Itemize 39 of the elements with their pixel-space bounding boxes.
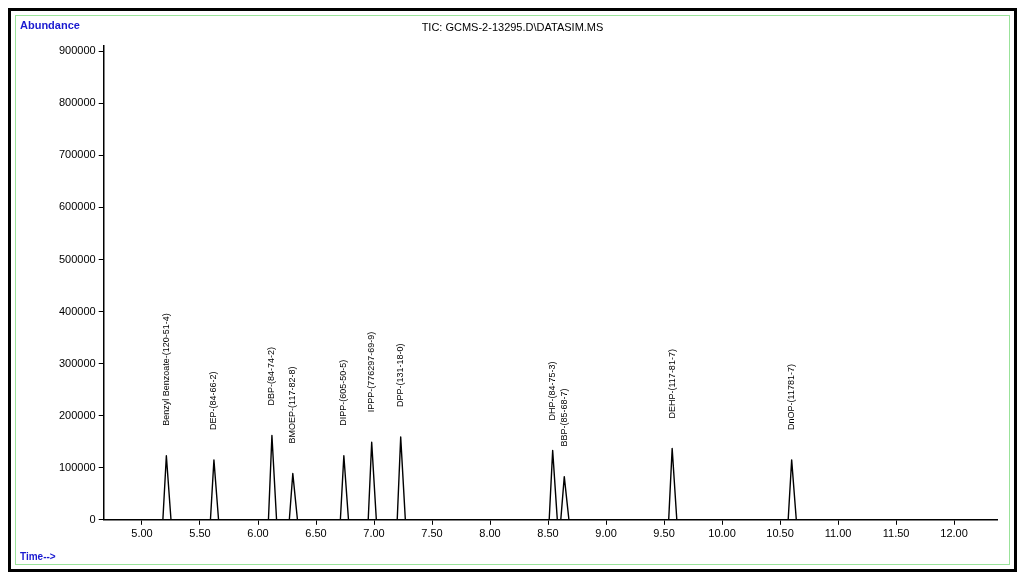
- annotation: IPPP-(776297-69-9): [366, 331, 377, 413]
- x-tick-label: 12.00: [940, 527, 968, 540]
- annotation: DPP-(131-18-0): [395, 343, 406, 408]
- annotation: DnOP-(11781-7): [786, 364, 797, 430]
- annotation: Benzyl Benzoate-(120-51-4): [160, 313, 171, 426]
- x-tick-label: 9.50: [653, 527, 675, 540]
- x-tick-label: 7.00: [363, 527, 385, 540]
- chart-title: TIC: GCMS-2-13295.D\DATASIM.MS: [421, 20, 604, 33]
- y-tick-label: 700000: [58, 148, 96, 161]
- y-tick-label: 400000: [58, 304, 96, 317]
- annotation: DIPP-(605-50-5): [338, 359, 349, 426]
- x-tick-label: 8.00: [479, 527, 501, 540]
- y-tick-label: 600000: [58, 200, 96, 213]
- x-tick-label: 10.50: [766, 527, 794, 540]
- x-tick-label: 11.00: [824, 527, 852, 540]
- x-tick-label: 11.50: [882, 527, 910, 540]
- x-tick-label: 10.00: [708, 527, 736, 540]
- x-tick-label: 6.50: [305, 527, 327, 540]
- x-axis-title: Time-->: [20, 550, 56, 562]
- annotation: BMOEP-(117-82-8): [287, 366, 298, 444]
- x-tick-label: 5.00: [131, 527, 153, 540]
- annotation: BBP-(85-68-7): [558, 388, 569, 447]
- x-tick-label: 5.50: [189, 527, 211, 540]
- y-tick-label: 200000: [58, 408, 96, 421]
- y-tick-label: 800000: [58, 96, 96, 109]
- y-tick-label: 100000: [58, 460, 96, 473]
- x-tick-label: 7.50: [421, 527, 443, 540]
- x-tick-label: 9.00: [595, 527, 617, 540]
- annotation: DEP-(84-66-2): [208, 371, 219, 430]
- y-tick-label: 900000: [58, 44, 96, 57]
- y-tick-label: 300000: [58, 356, 96, 369]
- y-tick-label: 500000: [58, 252, 96, 265]
- annotation: DEHP-(117-81-7): [666, 349, 677, 419]
- annotation: DBP-(84-74-2): [266, 346, 277, 406]
- y-tick-label: 0: [89, 512, 96, 525]
- x-tick-label: 6.00: [247, 527, 269, 540]
- x-tick-label: 8.50: [537, 527, 559, 540]
- annotation: DHP-(84-75-3): [547, 361, 558, 421]
- y-axis-title: Abundance: [20, 18, 80, 31]
